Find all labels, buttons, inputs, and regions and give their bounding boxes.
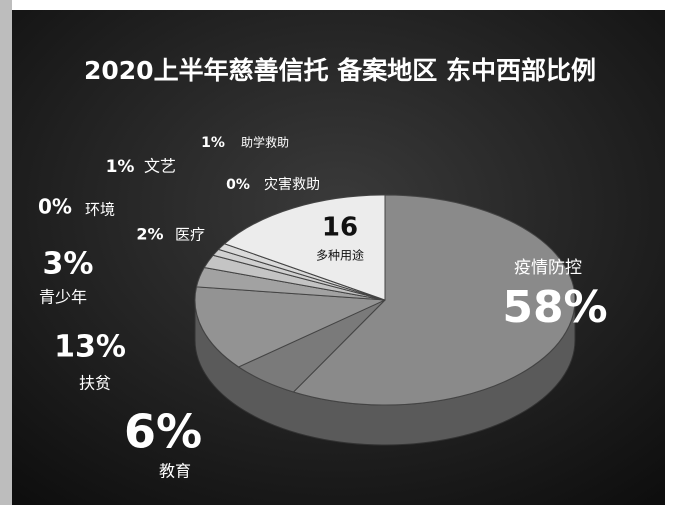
slice-value-label: 1% (201, 135, 225, 151)
pie-slice (223, 194, 386, 301)
slice-value-label: 13% (54, 330, 126, 365)
slice-value-label: 58% (502, 282, 607, 333)
slice-value-label: 2% (136, 225, 163, 244)
slice-name-label: 灾害救助 (264, 176, 320, 193)
slice-name-label: 医疗 (175, 226, 205, 244)
pie-slice (292, 194, 576, 406)
slice-name-label: 助学救助 (241, 135, 289, 150)
slice-name-label: 疫情防控 (514, 258, 582, 278)
slice-value-label: 1% (106, 157, 135, 177)
slice-name-label: 青少年 (39, 288, 87, 307)
pie-slice (194, 286, 386, 368)
slice-name-label: 文艺 (144, 157, 176, 176)
slice-name-label: 教育 (159, 462, 191, 481)
slice-value-label: 3% (43, 247, 94, 282)
slice-value-label: 16 (322, 213, 358, 243)
chart-title: 2020上半年慈善信托 备案地区 东中西部比例 (84, 56, 596, 85)
slice-value-label: 0% (38, 195, 72, 219)
slice-name-label: 扶贫 (79, 374, 111, 393)
slice-value-label: 6% (124, 405, 202, 459)
slice-value-label: 0% (226, 177, 250, 193)
slice-name-label: 多种用途 (316, 248, 364, 263)
slice-name-label: 环境 (85, 201, 115, 219)
left-strip (0, 0, 12, 505)
